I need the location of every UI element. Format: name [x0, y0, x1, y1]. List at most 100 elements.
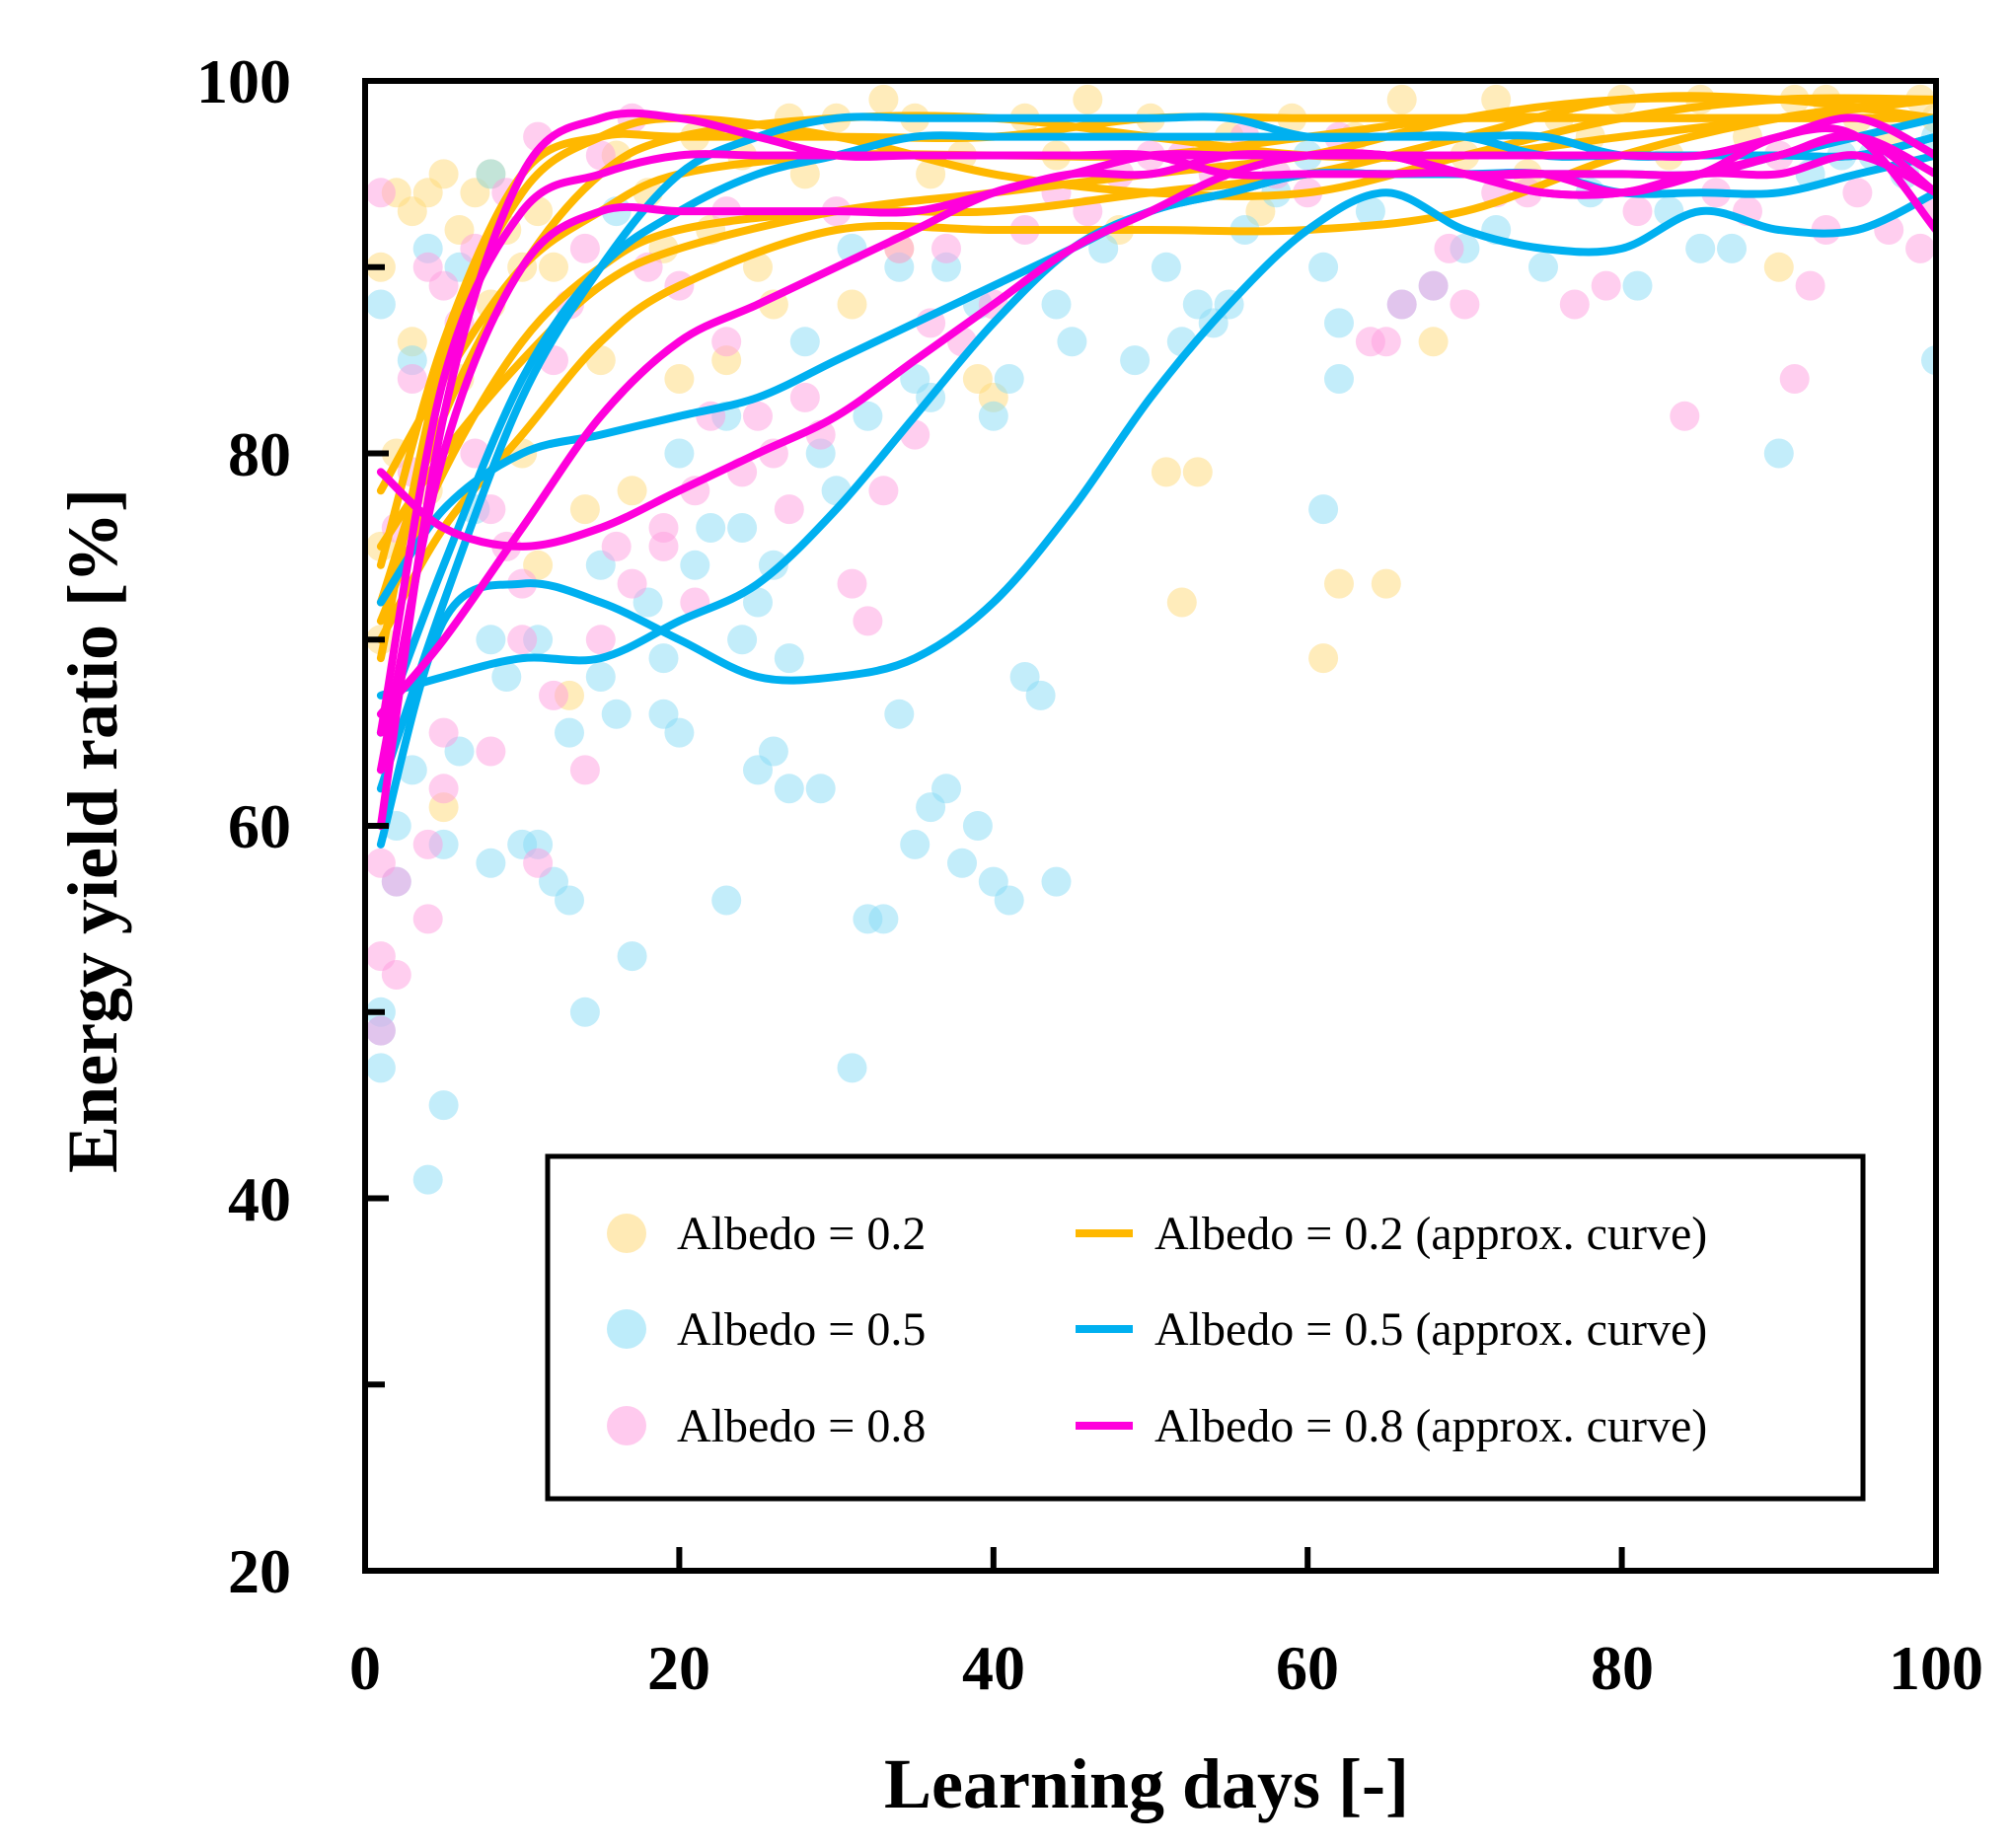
- scatter-point-albedo-0-2: [837, 289, 867, 320]
- scatter-point-albedo-0-5: [774, 774, 804, 804]
- scatter-point-albedo-0-8: [381, 866, 411, 897]
- scatter-point-albedo-0-5: [1041, 866, 1072, 897]
- scatter-point-albedo-0-2: [1166, 587, 1197, 618]
- legend-label: Albedo = 0.5: [677, 1303, 926, 1356]
- scatter-point-albedo-0-5: [868, 904, 899, 934]
- scatter-point-albedo-0-2: [743, 252, 773, 282]
- scatter-point-albedo-0-5: [569, 997, 600, 1027]
- scatter-point-albedo-0-5: [994, 885, 1024, 916]
- scatter-point-albedo-0-2: [1371, 568, 1401, 599]
- scatter-point-albedo-0-8: [412, 904, 443, 934]
- x-tick-label: 0: [349, 1633, 381, 1703]
- scatter-point-albedo-0-2: [1182, 457, 1213, 487]
- scatter-point-albedo-0-5: [1025, 680, 1056, 710]
- scatter-point-albedo-0-8: [1779, 364, 1810, 394]
- approx-curve-albedo-0-2-approx-curve--6: [376, 92, 1936, 626]
- scatter-point-albedo-0-5: [743, 587, 773, 618]
- y-axis-title: Energy yield ratio [%]: [53, 488, 132, 1173]
- scatter-point-albedo-0-2: [1324, 568, 1354, 599]
- scatter-point-albedo-0-5: [601, 699, 632, 729]
- scatter-point-albedo-0-5: [1057, 327, 1087, 357]
- x-tick-label: 20: [647, 1633, 710, 1703]
- legend-label: Albedo = 0.5 (approx. curve): [1154, 1303, 1707, 1356]
- scatter-point-albedo-0-5: [476, 625, 506, 655]
- scatter-point-albedo-0-8: [1434, 233, 1464, 263]
- scatter-point-albedo-0-5: [853, 401, 883, 431]
- scatter-point-albedo-0-5: [1308, 494, 1339, 525]
- scatter-point-albedo-0-5: [1763, 438, 1794, 469]
- scatter-point-albedo-0-5: [931, 774, 961, 804]
- scatter-point-albedo-0-8: [585, 140, 616, 171]
- axis-ticks: [362, 78, 1939, 1574]
- legend-label: Albedo = 0.8 (approx. curve): [1154, 1400, 1707, 1452]
- scatter-point-albedo-0-5: [758, 736, 788, 767]
- scatter-point-albedo-0-2: [1308, 643, 1339, 674]
- scatter-point-albedo-0-8: [412, 829, 443, 859]
- scatter-point-albedo-0-8: [1622, 196, 1653, 227]
- scatter-point-albedo-0-8: [365, 178, 396, 208]
- scatter-point-albedo-0-5: [648, 643, 679, 674]
- y-tick-label: 80: [228, 419, 291, 489]
- x-tick-label: 80: [1591, 1633, 1654, 1703]
- scatter-point-albedo-0-8: [428, 717, 459, 748]
- legend-label: Albedo = 0.8: [677, 1400, 926, 1452]
- scatter-point-albedo-0-8: [365, 1015, 396, 1046]
- scatter-point-albedo-0-8: [711, 327, 742, 357]
- scatter-point-albedo-0-8: [743, 401, 773, 431]
- scatter-point-albedo-0-5: [555, 717, 584, 748]
- scatter-point-albedo-0-8: [617, 568, 647, 599]
- legend-marker-albedo-0-2: [607, 1214, 646, 1253]
- scatter-point-albedo-0-5: [884, 699, 915, 729]
- scatter-point-albedo-0-5: [1528, 252, 1558, 282]
- scatter-point-albedo-0-8: [1842, 178, 1873, 208]
- scatter-point-albedo-0-8: [523, 848, 554, 878]
- scatter-point-albedo-0-2: [539, 252, 568, 282]
- scatter-point-albedo-0-8: [569, 755, 600, 785]
- scatter-point-albedo-0-5: [680, 550, 710, 580]
- scatter-point-albedo-0-5: [962, 811, 993, 841]
- scatter-point-albedo-0-2: [569, 494, 600, 525]
- scatter-point-albedo-0-5: [994, 364, 1024, 394]
- scatter-point-albedo-0-2: [1481, 84, 1512, 114]
- scatter-point-albedo-0-8: [397, 364, 427, 394]
- scatter-point-albedo-0-8: [789, 382, 820, 412]
- scatter-point-albedo-0-5: [617, 941, 647, 972]
- legend-box: [545, 1153, 1866, 1502]
- scatter-point-albedo-0-8: [539, 680, 568, 710]
- scatter-point-albedo-0-5: [1308, 252, 1339, 282]
- scatter-point-albedo-0-5: [727, 513, 758, 543]
- scatter-point-albedo-0-8: [381, 960, 411, 990]
- scatter-point-albedo-0-5: [1921, 345, 1936, 376]
- scatter-point-albedo-0-8: [774, 494, 804, 525]
- scatter-point-albedo-0-5: [412, 1164, 443, 1195]
- scatter-point-albedo-0-5: [585, 662, 616, 692]
- scatter-point-albedo-0-2: [916, 159, 946, 189]
- x-axis-title: Learning days [-]: [884, 1744, 1409, 1823]
- scatter-point-albedo-0-5: [947, 848, 977, 878]
- scatter-point-albedo-0-2: [1073, 84, 1103, 114]
- scatter-point-albedo-0-5: [900, 829, 931, 859]
- approx-curve-albedo-0-8-approx-curve--15: [376, 150, 1936, 737]
- x-tick-label: 60: [1276, 1633, 1339, 1703]
- y-tick-label: 100: [196, 46, 291, 116]
- scatter-point-albedo-0-8: [1591, 270, 1621, 301]
- scatter-point-albedo-0-8: [1559, 289, 1590, 320]
- scatter-point-albedo-0-2: [868, 84, 899, 114]
- scatter-point-albedo-0-2: [1418, 327, 1449, 357]
- legend-label: Albedo = 0.2: [677, 1208, 926, 1260]
- scatter-point-albedo-0-5: [428, 1090, 459, 1121]
- scatter-point-albedo-0-8: [1371, 327, 1401, 357]
- scatter-point-albedo-0-8: [837, 568, 867, 599]
- legend-marker-albedo-0-5: [607, 1309, 646, 1349]
- scatter-point-albedo-0-8: [1795, 270, 1825, 301]
- scatter-point-albedo-0-5: [1041, 289, 1072, 320]
- approx-curve-albedo-0-2-approx-curve--0: [376, 94, 1936, 663]
- scatter-point-albedo-0-8: [1450, 289, 1480, 320]
- x-tick-label: 40: [962, 1633, 1025, 1703]
- x-tick-label: 100: [1889, 1633, 1983, 1703]
- approx-curve-albedo-0-5-approx-curve--7: [376, 188, 1936, 849]
- scatter-point-albedo-0-8: [1386, 289, 1417, 320]
- scatter-point-albedo-0-5: [664, 717, 695, 748]
- scatter-point-albedo-0-5: [365, 1053, 396, 1083]
